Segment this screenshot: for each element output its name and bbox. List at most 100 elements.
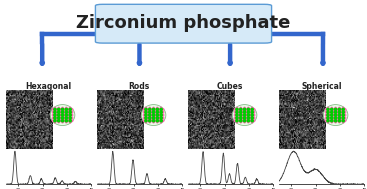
Circle shape: [60, 120, 61, 121]
Circle shape: [71, 112, 73, 113]
Circle shape: [342, 122, 344, 123]
Circle shape: [157, 122, 158, 123]
Circle shape: [247, 111, 250, 113]
Circle shape: [329, 112, 331, 113]
Circle shape: [157, 116, 158, 117]
Circle shape: [338, 114, 341, 116]
Circle shape: [331, 113, 333, 114]
Circle shape: [159, 112, 160, 113]
Circle shape: [251, 111, 253, 113]
Circle shape: [64, 109, 65, 110]
Circle shape: [56, 109, 58, 110]
Circle shape: [235, 114, 236, 116]
Circle shape: [235, 112, 236, 113]
Circle shape: [331, 120, 333, 122]
Circle shape: [160, 116, 162, 117]
Circle shape: [145, 113, 146, 114]
Circle shape: [162, 117, 164, 119]
Circle shape: [337, 117, 338, 119]
Circle shape: [153, 113, 154, 114]
Circle shape: [69, 113, 71, 114]
Circle shape: [334, 120, 337, 122]
Circle shape: [151, 112, 152, 113]
Circle shape: [71, 117, 73, 119]
Circle shape: [58, 108, 60, 111]
Circle shape: [342, 107, 344, 109]
Circle shape: [333, 112, 334, 113]
Circle shape: [251, 120, 253, 122]
Circle shape: [60, 109, 61, 110]
Circle shape: [240, 116, 241, 117]
Circle shape: [238, 117, 240, 119]
Circle shape: [155, 114, 156, 116]
Circle shape: [236, 116, 237, 117]
Circle shape: [69, 111, 71, 113]
Circle shape: [333, 120, 334, 121]
Circle shape: [145, 119, 146, 120]
Circle shape: [244, 122, 245, 123]
Circle shape: [333, 114, 334, 116]
Circle shape: [145, 108, 147, 111]
FancyBboxPatch shape: [95, 4, 272, 43]
Circle shape: [69, 117, 71, 119]
Circle shape: [335, 119, 336, 120]
Circle shape: [156, 108, 159, 111]
Circle shape: [160, 116, 162, 117]
Circle shape: [244, 107, 245, 109]
Circle shape: [56, 114, 58, 116]
Circle shape: [147, 109, 149, 110]
Circle shape: [60, 112, 61, 113]
Circle shape: [52, 112, 54, 113]
Circle shape: [54, 107, 55, 109]
Circle shape: [157, 116, 158, 117]
Circle shape: [240, 113, 241, 114]
Circle shape: [244, 119, 245, 120]
Circle shape: [333, 109, 334, 110]
Circle shape: [54, 120, 56, 122]
Circle shape: [69, 107, 71, 109]
Circle shape: [155, 109, 156, 110]
Circle shape: [251, 113, 253, 114]
Circle shape: [327, 108, 329, 111]
Circle shape: [333, 117, 334, 119]
Circle shape: [149, 120, 151, 122]
Circle shape: [54, 114, 56, 116]
Circle shape: [64, 120, 65, 121]
Circle shape: [342, 114, 344, 116]
Circle shape: [62, 107, 63, 109]
Circle shape: [248, 119, 249, 120]
Circle shape: [248, 113, 249, 114]
Circle shape: [61, 111, 63, 113]
Circle shape: [339, 113, 340, 114]
Circle shape: [342, 120, 344, 122]
Circle shape: [341, 112, 342, 113]
Circle shape: [69, 116, 71, 117]
Circle shape: [160, 108, 162, 111]
Circle shape: [149, 117, 151, 119]
Circle shape: [155, 120, 156, 121]
Circle shape: [56, 112, 58, 113]
Circle shape: [143, 114, 145, 116]
Circle shape: [68, 114, 69, 116]
Circle shape: [243, 120, 246, 122]
Circle shape: [243, 111, 246, 113]
Circle shape: [147, 114, 149, 116]
Circle shape: [342, 111, 344, 113]
Circle shape: [58, 122, 59, 123]
Circle shape: [66, 116, 67, 117]
Circle shape: [247, 120, 250, 122]
Circle shape: [54, 113, 55, 114]
Circle shape: [149, 119, 150, 120]
Circle shape: [58, 116, 59, 117]
Circle shape: [250, 120, 251, 121]
Circle shape: [54, 113, 55, 114]
Circle shape: [236, 122, 237, 123]
Circle shape: [147, 120, 149, 121]
Circle shape: [334, 108, 337, 111]
Circle shape: [145, 122, 146, 123]
Circle shape: [153, 116, 154, 117]
Circle shape: [153, 122, 154, 123]
Circle shape: [65, 108, 68, 111]
Circle shape: [65, 114, 68, 116]
Circle shape: [329, 117, 331, 119]
